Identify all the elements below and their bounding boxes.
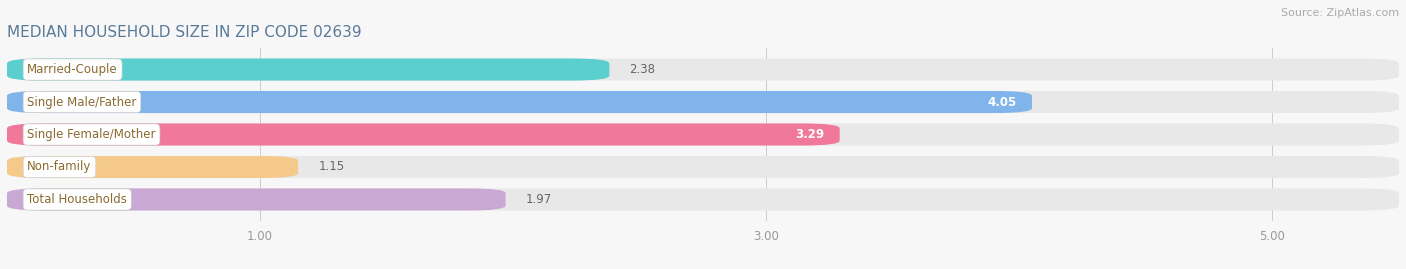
Text: 2.38: 2.38 (630, 63, 655, 76)
Text: Single Female/Mother: Single Female/Mother (27, 128, 156, 141)
FancyBboxPatch shape (7, 156, 1399, 178)
Text: Total Households: Total Households (27, 193, 127, 206)
Text: 4.05: 4.05 (987, 95, 1017, 108)
FancyBboxPatch shape (7, 188, 506, 211)
Text: MEDIAN HOUSEHOLD SIZE IN ZIP CODE 02639: MEDIAN HOUSEHOLD SIZE IN ZIP CODE 02639 (7, 25, 361, 40)
FancyBboxPatch shape (7, 91, 1032, 113)
Text: Non-family: Non-family (27, 161, 91, 174)
Text: Source: ZipAtlas.com: Source: ZipAtlas.com (1281, 8, 1399, 18)
FancyBboxPatch shape (7, 156, 298, 178)
FancyBboxPatch shape (7, 123, 839, 146)
Text: 1.97: 1.97 (526, 193, 553, 206)
Text: Married-Couple: Married-Couple (27, 63, 118, 76)
Text: 1.15: 1.15 (318, 161, 344, 174)
FancyBboxPatch shape (7, 58, 1399, 81)
FancyBboxPatch shape (7, 58, 609, 81)
FancyBboxPatch shape (7, 188, 1399, 211)
FancyBboxPatch shape (7, 91, 1399, 113)
Text: Single Male/Father: Single Male/Father (27, 95, 136, 108)
FancyBboxPatch shape (7, 123, 1399, 146)
Text: 3.29: 3.29 (796, 128, 824, 141)
